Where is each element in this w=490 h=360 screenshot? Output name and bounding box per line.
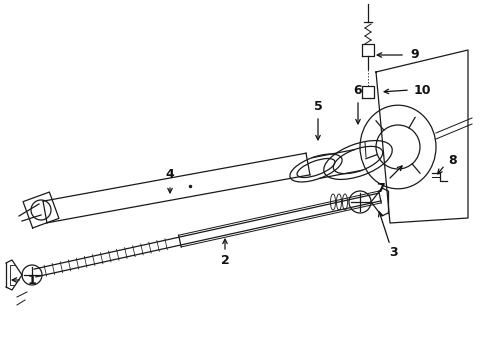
Text: 7: 7 bbox=[376, 181, 384, 194]
Text: 9: 9 bbox=[411, 49, 419, 62]
Text: 1: 1 bbox=[27, 274, 36, 287]
Text: 8: 8 bbox=[449, 153, 457, 166]
Text: 3: 3 bbox=[389, 247, 397, 260]
Text: 5: 5 bbox=[314, 99, 322, 112]
Text: 4: 4 bbox=[166, 168, 174, 181]
Text: 2: 2 bbox=[220, 253, 229, 266]
Text: 6: 6 bbox=[354, 84, 362, 96]
Text: 10: 10 bbox=[413, 84, 431, 96]
